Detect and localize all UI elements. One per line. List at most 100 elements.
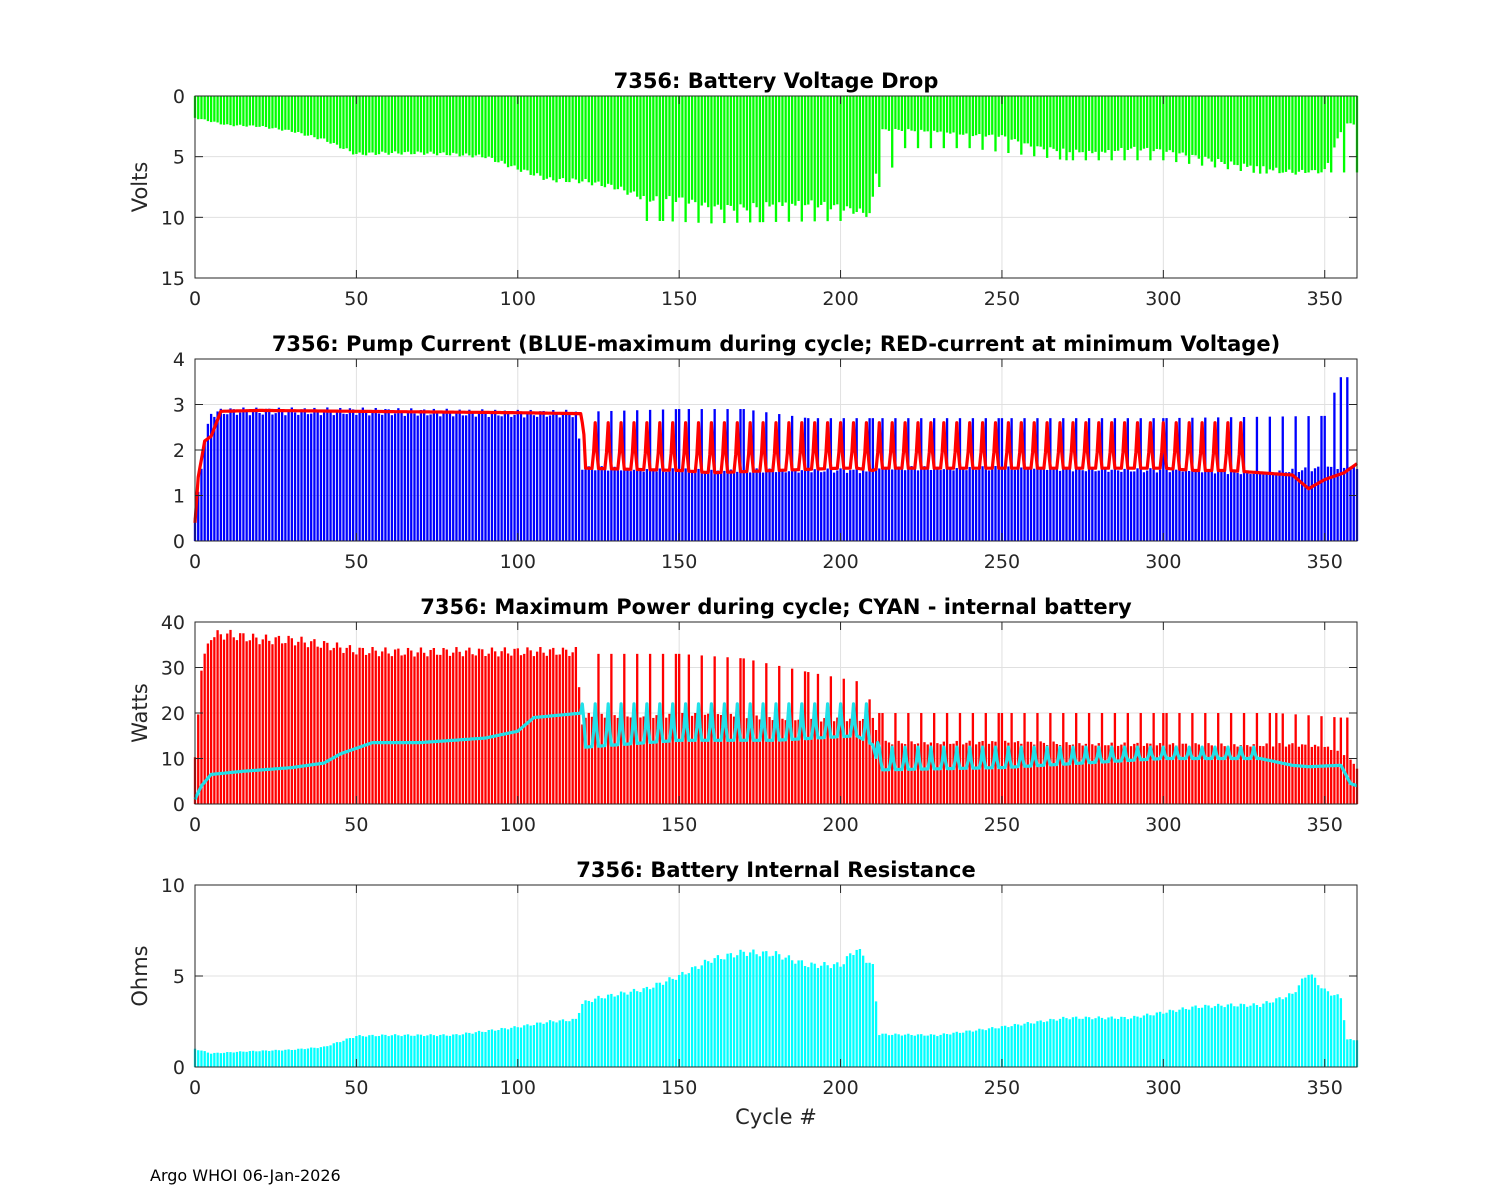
bar <box>1094 471 1097 541</box>
bar <box>393 96 397 152</box>
bar <box>1178 96 1181 154</box>
bar <box>752 410 755 541</box>
bar <box>364 1036 368 1067</box>
bar <box>468 647 471 804</box>
bar <box>907 418 910 541</box>
bar <box>1081 96 1084 153</box>
bar <box>542 652 545 804</box>
bar <box>881 96 884 130</box>
bar <box>626 96 629 195</box>
bar <box>832 721 836 804</box>
bar <box>474 416 477 541</box>
bar <box>203 1051 206 1067</box>
bar <box>665 471 668 541</box>
bar <box>1313 977 1317 1067</box>
bar <box>1146 1013 1149 1067</box>
bar <box>855 96 858 213</box>
bar <box>645 96 649 221</box>
bar <box>1158 1011 1162 1067</box>
bar <box>581 469 584 541</box>
bar <box>1207 743 1210 804</box>
bar <box>861 470 865 541</box>
bar <box>897 740 900 804</box>
bar <box>1168 472 1171 541</box>
bar <box>523 96 526 170</box>
bar <box>1136 96 1139 161</box>
bar <box>761 718 765 804</box>
bar <box>219 634 222 804</box>
bar <box>816 418 820 541</box>
bar <box>1187 470 1191 541</box>
bar <box>448 96 452 156</box>
bar <box>251 633 255 804</box>
bar <box>987 743 991 804</box>
bar <box>736 719 739 804</box>
bar <box>674 409 678 541</box>
bar <box>1278 96 1281 174</box>
bar <box>923 466 926 541</box>
bar <box>619 714 623 804</box>
bar <box>1168 744 1171 804</box>
bar <box>461 656 465 804</box>
bar <box>945 1034 949 1067</box>
bar <box>755 96 758 208</box>
bar <box>1116 470 1120 541</box>
bar <box>1152 1015 1155 1067</box>
bar <box>555 96 558 183</box>
bar <box>1217 96 1220 159</box>
bar <box>1200 96 1204 166</box>
bar <box>600 713 603 804</box>
bar <box>861 96 865 213</box>
bar <box>887 466 891 541</box>
bar <box>510 96 513 167</box>
bar <box>1004 740 1007 804</box>
x-tick-label: 350 <box>1307 551 1343 573</box>
bar <box>258 644 261 804</box>
bar <box>461 415 465 541</box>
bar <box>1229 417 1233 541</box>
bar <box>1262 474 1265 541</box>
bar <box>455 410 458 541</box>
chart-title: 7356: Maximum Power during cycle; CYAN -… <box>420 595 1132 619</box>
bar <box>426 656 429 804</box>
bar <box>1020 743 1023 804</box>
bar <box>881 713 884 804</box>
bar <box>268 640 271 804</box>
bar <box>494 409 497 541</box>
bar <box>397 96 400 154</box>
bar <box>1300 470 1304 541</box>
bar <box>868 699 871 804</box>
bar <box>958 713 962 804</box>
bar <box>1207 96 1210 159</box>
bar <box>1178 417 1181 541</box>
bar <box>1149 468 1152 541</box>
bar <box>577 96 581 184</box>
bar <box>477 648 481 804</box>
bar <box>1104 1019 1107 1067</box>
bar <box>197 491 200 541</box>
bar <box>903 96 907 149</box>
bar <box>519 1027 523 1067</box>
bar <box>606 716 610 804</box>
bar <box>868 962 871 1067</box>
x-tick-label: 100 <box>500 288 536 310</box>
bar <box>887 1035 891 1067</box>
x-tick-label: 150 <box>661 814 697 836</box>
bar <box>355 96 358 154</box>
y-axis-label: Ohms <box>128 945 152 1006</box>
bar <box>1187 96 1191 164</box>
bar <box>1352 96 1355 125</box>
bar <box>374 1036 377 1067</box>
bar <box>1026 96 1029 144</box>
y-tick-label: 30 <box>161 658 185 680</box>
bar <box>452 652 455 804</box>
bar <box>861 718 865 804</box>
bar <box>1168 1009 1171 1067</box>
bar <box>861 955 865 1067</box>
bar <box>632 713 636 804</box>
bar <box>1133 1015 1136 1067</box>
bar <box>1259 472 1262 541</box>
bar <box>1013 742 1017 804</box>
bar <box>1010 418 1013 541</box>
